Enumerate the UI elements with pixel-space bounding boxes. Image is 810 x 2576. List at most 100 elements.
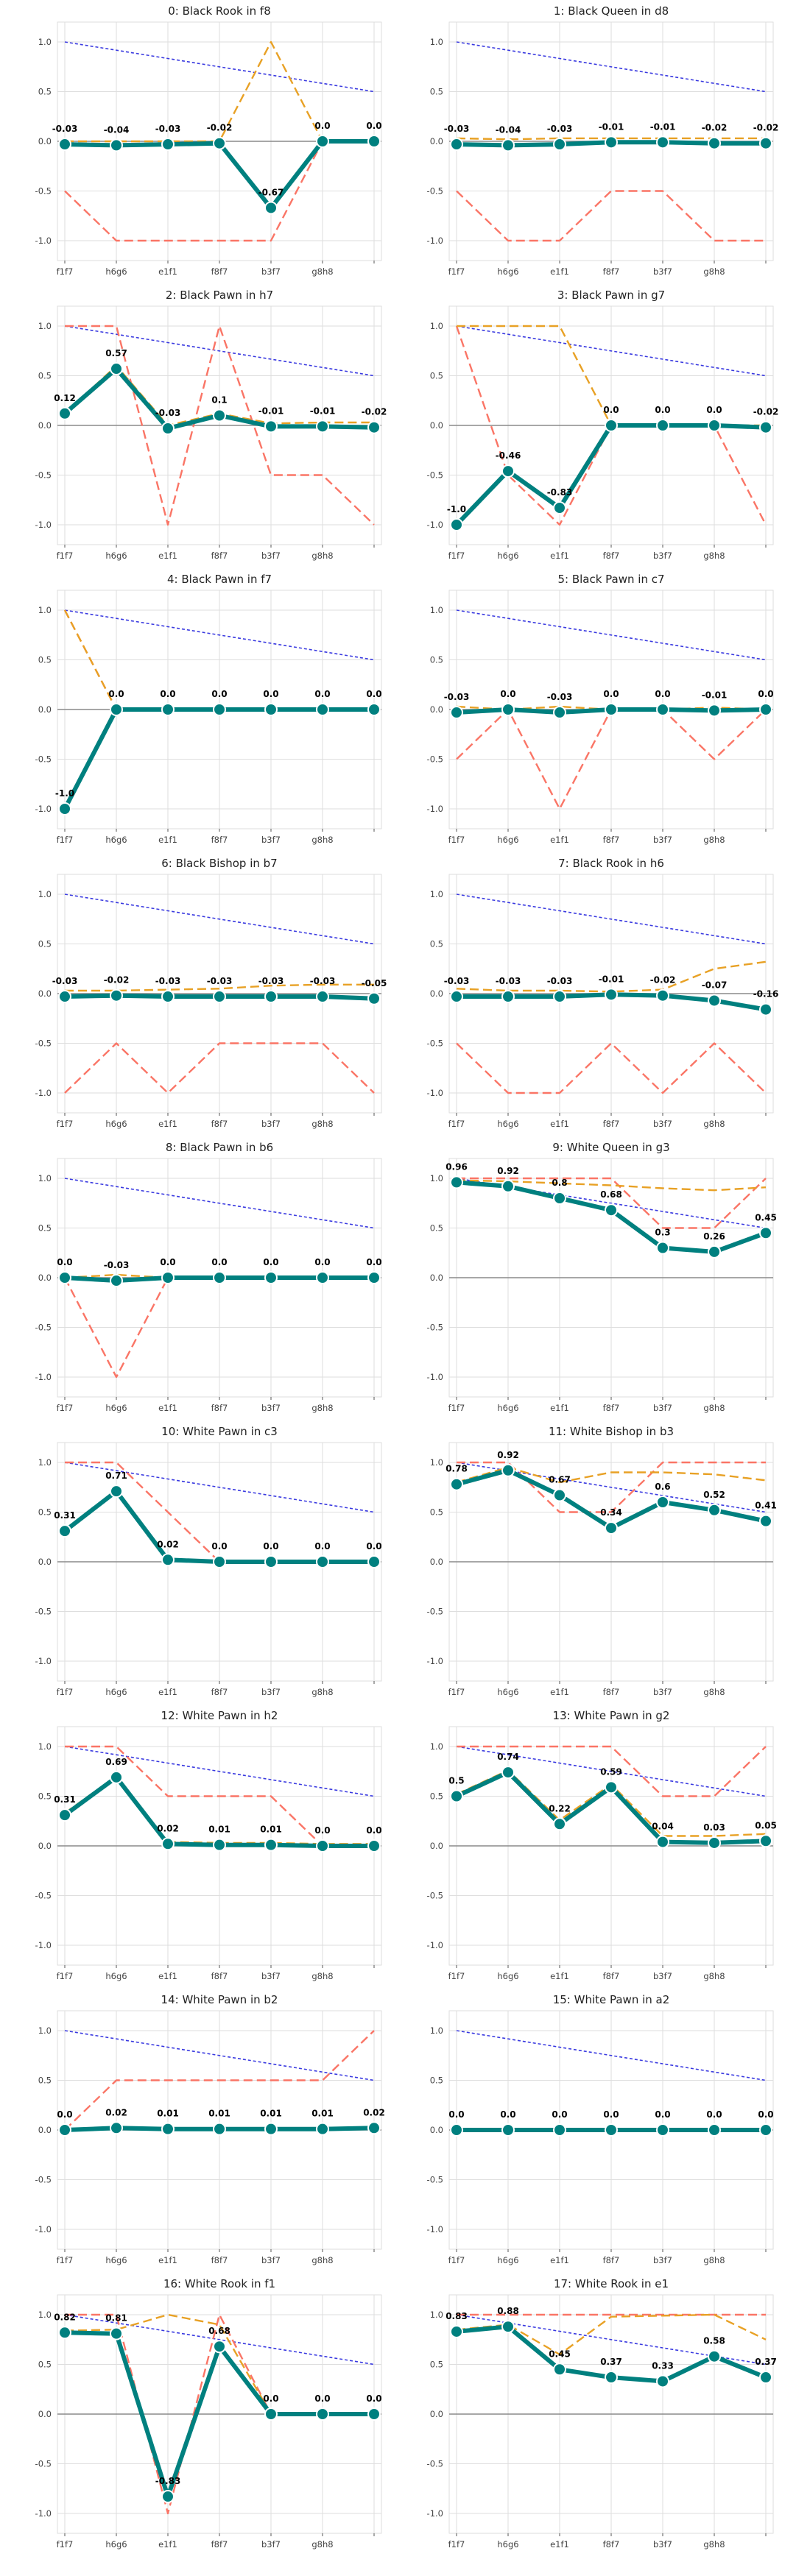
y-tick-label: 0.5: [430, 2076, 443, 2086]
data-point: [316, 1839, 329, 1853]
y-tick-label: 0.5: [38, 939, 52, 949]
data-point: [759, 2123, 772, 2137]
x-tick-label: f8f7: [603, 835, 620, 845]
data-point: [656, 988, 669, 1002]
y-tick-label: -1.0: [35, 520, 52, 530]
y-tick-label: 0.5: [38, 2076, 52, 2086]
data-point: [501, 1766, 515, 1780]
x-tick-label: e1f1: [158, 1403, 177, 1413]
y-tick-label: -1.0: [427, 2508, 443, 2519]
data-label: 0.0: [366, 1257, 381, 1267]
data-point: [501, 464, 515, 478]
data-point: [58, 2123, 71, 2137]
data-point: [316, 703, 329, 716]
data-point: [759, 1226, 772, 1240]
x-tick-label: f1f7: [57, 1687, 74, 1697]
chart-title: 12: White Pawn in h2: [161, 1709, 278, 1722]
x-tick-label: h6g6: [497, 266, 518, 277]
series-line-blue: [64, 894, 375, 945]
series-line-blue: [64, 41, 375, 93]
data-point: [708, 1836, 721, 1850]
x-tick-label: f1f7: [57, 835, 74, 845]
x-tick-label: b3f7: [261, 2255, 281, 2265]
series-line-red: [457, 1745, 767, 1797]
x-tick-label: f1f7: [448, 1971, 465, 1981]
x-tick-label: e1f1: [550, 835, 569, 845]
data-label: 0.0: [706, 2109, 722, 2120]
data-point: [708, 2123, 721, 2137]
data-label: 0.02: [363, 2107, 385, 2117]
y-tick-label: -0.5: [427, 1891, 443, 1901]
data-point: [58, 802, 71, 815]
x-tick-label: e1f1: [550, 1971, 569, 1981]
data-point: [656, 1496, 669, 1509]
series-line-red: [64, 1042, 375, 1094]
series-line-red: [457, 1177, 767, 1229]
x-tick-label: f1f7: [448, 2255, 465, 2265]
chart-title: 5: Black Pawn in c7: [557, 573, 664, 586]
y-tick-label: -0.5: [35, 754, 52, 765]
data-label: 0.45: [549, 2349, 571, 2359]
y-tick-label: 0.5: [430, 1223, 443, 1234]
y-tick-label: -1.0: [427, 2224, 443, 2234]
y-tick-label: -0.5: [427, 1323, 443, 1333]
x-tick-label: g8h8: [311, 1119, 333, 1129]
x-tick-label: b3f7: [653, 1119, 672, 1129]
data-label: -0.02: [362, 407, 387, 417]
data-point: [759, 1834, 772, 1848]
y-tick-label: -1.0: [35, 1656, 52, 1666]
y-tick-label: -0.5: [427, 1038, 443, 1049]
data-point: [110, 2326, 123, 2340]
x-tick-label: g8h8: [703, 1687, 725, 1697]
x-tick-label: f1f7: [57, 551, 74, 561]
x-tick-label: f8f7: [603, 266, 620, 277]
data-point: [316, 990, 329, 1004]
y-tick-label: -1.0: [35, 236, 52, 246]
series-line-red: [457, 1461, 766, 1513]
data-label: 0.34: [600, 1507, 622, 1518]
chart-panel-11: 11: White Bishop in b3 -1.0 -0.5 0.0 0.5 1.0 f…: [427, 1425, 777, 1697]
data-point: [501, 703, 515, 716]
data-label: 0.78: [446, 1464, 468, 1474]
x-tick-label: g8h8: [311, 1687, 333, 1697]
data-point: [264, 201, 278, 215]
x-tick-label: g8h8: [703, 1971, 725, 1981]
data-point: [450, 990, 463, 1004]
data-label: 0.0: [211, 689, 227, 699]
y-tick-label: 0.0: [430, 420, 443, 431]
x-tick-label: f8f7: [211, 266, 228, 277]
x-tick-label: g8h8: [703, 1119, 725, 1129]
data-label: 0.0: [108, 689, 124, 699]
data-label: -0.02: [702, 123, 728, 133]
x-tick-label: h6g6: [105, 1403, 127, 1413]
x-tick-label: e1f1: [550, 1403, 569, 1413]
data-point: [161, 2122, 175, 2136]
data-label: -0.02: [753, 123, 779, 133]
y-tick-label: 0.0: [38, 988, 52, 999]
y-tick-label: -0.5: [427, 754, 443, 765]
data-label: 0.12: [54, 393, 76, 403]
y-tick-label: 1.0: [38, 605, 52, 615]
data-point: [316, 420, 329, 434]
x-tick-label: e1f1: [550, 1119, 569, 1129]
data-label: 0.0: [211, 1257, 227, 1267]
y-tick-label: 0.5: [38, 655, 52, 665]
chart-title: 13: White Pawn in g2: [553, 1709, 670, 1722]
data-point: [656, 135, 669, 149]
data-label: 0.92: [497, 1166, 519, 1176]
data-point: [213, 408, 226, 422]
data-label: -0.02: [207, 123, 233, 133]
data-point: [450, 1477, 463, 1491]
x-tick-label: b3f7: [653, 551, 672, 561]
x-tick-label: b3f7: [653, 266, 672, 277]
data-point: [367, 1555, 381, 1568]
data-point: [161, 703, 175, 716]
chart-title: 14: White Pawn in b2: [161, 1993, 278, 2006]
data-label: 0.68: [208, 2326, 230, 2336]
chart-title: 15: White Pawn in a2: [553, 1993, 670, 2006]
x-tick-label: h6g6: [105, 1687, 127, 1697]
data-point: [708, 994, 721, 1008]
data-label: 0.0: [500, 2109, 515, 2120]
data-point: [213, 703, 226, 716]
